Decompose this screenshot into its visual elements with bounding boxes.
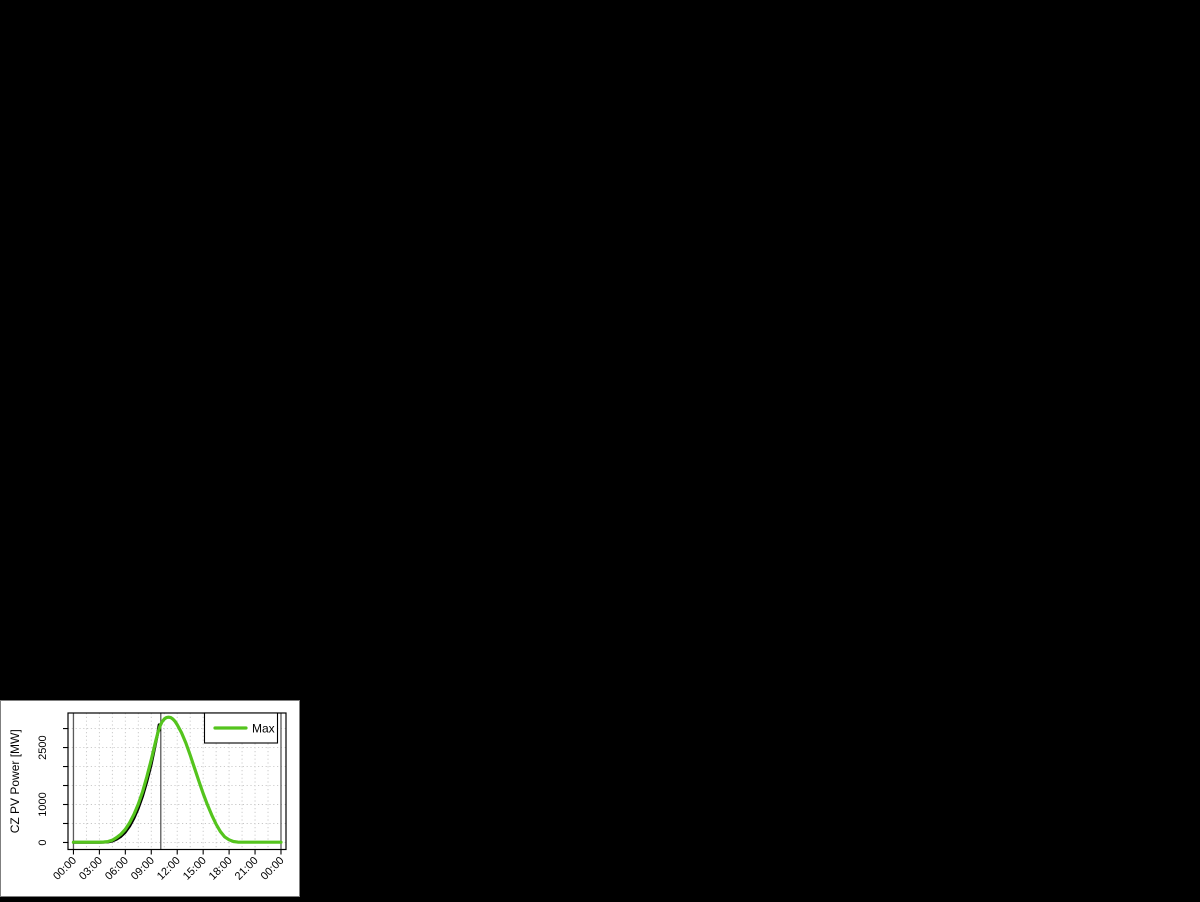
y-tick-label: 0	[37, 839, 49, 845]
x-tick-label: 03:00	[77, 855, 105, 883]
x-tick-label: 09:00	[129, 855, 157, 883]
pv-power-chart-panel: 00:00 03:00 06:00 09:00 12:00 15:00 18:00 21:00…	[0, 700, 300, 897]
legend-label: Max	[252, 722, 275, 736]
x-tick-label: 18:00	[207, 855, 235, 883]
x-tick-label: 21:00	[233, 855, 261, 883]
y-axis-title: CZ PV Power [MW]	[8, 729, 22, 833]
y-tick-label: 1000	[37, 792, 49, 816]
x-tick-label: 00:00	[51, 855, 79, 883]
y-tick-label: 2500	[37, 735, 49, 759]
x-tick-label: 06:00	[103, 855, 131, 883]
x-tick-label: 15:00	[181, 855, 209, 883]
series-max-line	[71, 715, 283, 844]
series-actual-line	[72, 723, 162, 844]
x-tick-label: 00:00	[259, 855, 287, 883]
pv-chart-svg: 00:0003:0006:0009:0012:0015:0018:0021:00…	[8, 712, 287, 883]
x-tick-label: 12:00	[155, 855, 183, 883]
